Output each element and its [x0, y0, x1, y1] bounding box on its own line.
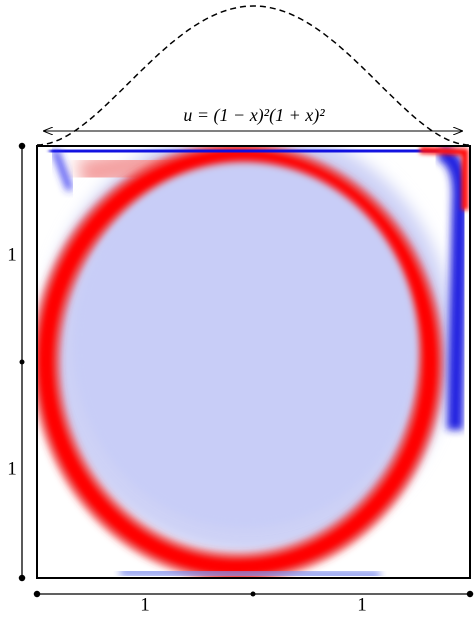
lid-velocity-profile — [36, 5, 471, 146]
dimension-label: 1 — [357, 594, 367, 615]
lid-formula: u = (1 − x)²(1 + x)² — [183, 105, 325, 126]
dimension-dot — [250, 591, 256, 597]
dimension-label: 1 — [140, 594, 150, 615]
vorticity-field — [37, 146, 470, 578]
dimension-dot — [19, 359, 25, 365]
dimension-label: 1 — [7, 244, 17, 265]
dimension-label: 1 — [7, 458, 17, 479]
cavity-border — [36, 145, 471, 579]
